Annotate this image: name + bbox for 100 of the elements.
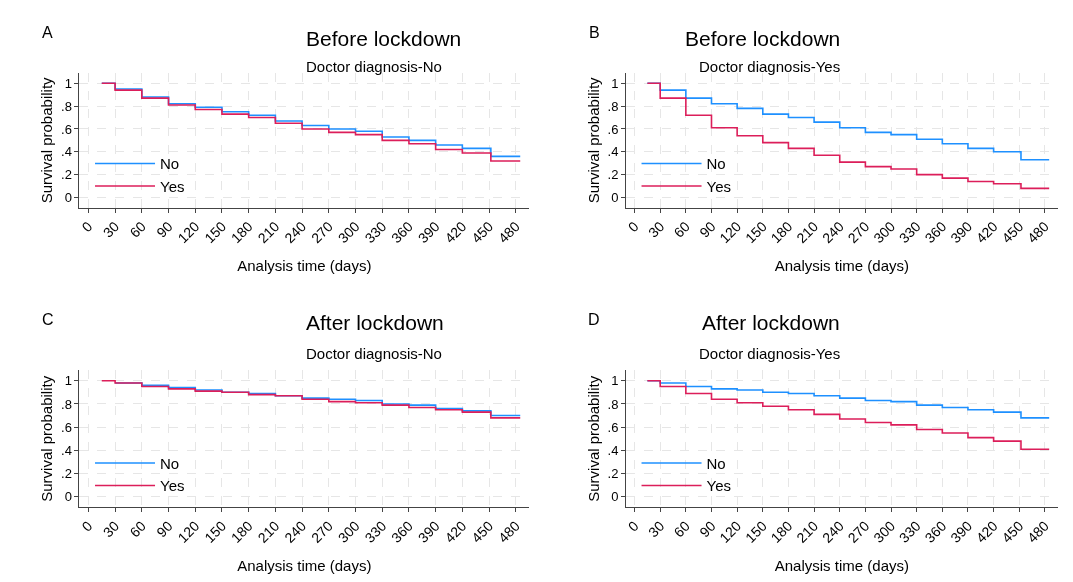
x-tick-label: 450 bbox=[998, 517, 1027, 546]
text: B bbox=[589, 24, 600, 41]
text: C bbox=[42, 311, 54, 328]
legend-label: No bbox=[706, 155, 726, 173]
y-tick-label: 0 bbox=[64, 190, 72, 206]
y-tick-label: 0 bbox=[64, 489, 72, 505]
legend-label: No bbox=[160, 155, 180, 173]
chart-subtitle: Doctor diagnosis-No bbox=[306, 345, 442, 362]
y-tick-label: 0 bbox=[611, 489, 619, 505]
x-axis-title: Analysis time (days) bbox=[237, 556, 372, 574]
y-tick-label: .8 bbox=[61, 98, 72, 114]
x-tick-label: 330 bbox=[361, 218, 390, 247]
y-tick-label: .2 bbox=[607, 167, 619, 183]
y-tick-label: 1 bbox=[64, 373, 72, 389]
x-tick-label: 60 bbox=[126, 517, 150, 541]
y-tick-label: 1 bbox=[611, 373, 619, 389]
text: D bbox=[588, 311, 600, 328]
x-tick-label: 300 bbox=[334, 517, 363, 546]
legend-label: No bbox=[160, 454, 180, 472]
chart-title: After lockdown bbox=[702, 311, 840, 334]
x-tick-label: 90 bbox=[696, 517, 719, 541]
x-tick-label: 480 bbox=[1024, 218, 1053, 247]
y-tick-label: .6 bbox=[607, 121, 619, 137]
x-tick-label: 270 bbox=[308, 218, 337, 247]
x-tick-label: 0 bbox=[78, 218, 96, 236]
x-axis-title: Analysis time (days) bbox=[774, 257, 909, 275]
y-tick-label: .2 bbox=[61, 466, 72, 482]
x-tick-label: 120 bbox=[174, 517, 203, 546]
y-tick-label: .2 bbox=[61, 167, 72, 183]
x-tick-label: 90 bbox=[153, 218, 176, 241]
y-tick-label: .8 bbox=[607, 396, 619, 412]
x-tick-label: 120 bbox=[716, 218, 745, 247]
y-tick-label: 0 bbox=[611, 190, 619, 206]
y-tick-label: .2 bbox=[607, 466, 619, 482]
y-tick-label: .4 bbox=[607, 442, 619, 458]
x-tick-label: 60 bbox=[670, 517, 694, 541]
x-tick-label: 30 bbox=[644, 517, 668, 541]
x-tick-label: 90 bbox=[153, 517, 176, 541]
text: A bbox=[42, 24, 53, 41]
y-axis-title: Survival probability bbox=[38, 76, 56, 204]
chart-title: After lockdown bbox=[306, 311, 444, 334]
x-tick-label: 150 bbox=[201, 218, 230, 247]
x-tick-label: 0 bbox=[624, 517, 642, 535]
x-axis-title: Analysis time (days) bbox=[237, 257, 372, 275]
x-tick-label: 300 bbox=[334, 218, 363, 247]
x-tick-label: 480 bbox=[495, 218, 523, 247]
y-tick-label: .6 bbox=[61, 419, 72, 435]
x-tick-label: 150 bbox=[201, 517, 230, 546]
y-axis-title: Survival probability bbox=[584, 375, 602, 502]
y-axis-title: Survival probability bbox=[584, 76, 602, 204]
y-tick-label: .4 bbox=[61, 144, 72, 160]
legend-label: No bbox=[706, 454, 726, 472]
x-tick-label: 420 bbox=[441, 218, 470, 247]
x-tick-label: 210 bbox=[254, 517, 283, 546]
legend-label: Yes bbox=[706, 477, 732, 495]
x-tick-label: 0 bbox=[78, 517, 96, 535]
x-tick-label: 360 bbox=[388, 517, 417, 546]
x-tick-label: 390 bbox=[414, 218, 443, 247]
chart-subtitle: Doctor diagnosis-No bbox=[306, 58, 442, 75]
x-tick-label: 270 bbox=[308, 517, 337, 546]
x-tick-label: 60 bbox=[670, 218, 694, 241]
x-tick-label: 240 bbox=[281, 517, 310, 546]
x-tick-label: 30 bbox=[99, 218, 123, 241]
y-tick-label: .4 bbox=[607, 144, 619, 160]
x-tick-label: 0 bbox=[624, 218, 642, 236]
y-tick-label: .4 bbox=[61, 442, 72, 458]
x-tick-label: 480 bbox=[495, 517, 523, 546]
legend-label: Yes bbox=[160, 477, 185, 495]
x-axis-title: Analysis time (days) bbox=[774, 556, 909, 574]
x-tick-label: 330 bbox=[361, 517, 390, 546]
y-tick-label: 1 bbox=[611, 75, 619, 91]
chart-subtitle: Doctor diagnosis-Yes bbox=[699, 58, 841, 75]
x-tick-label: 120 bbox=[174, 218, 203, 247]
x-tick-label: 30 bbox=[644, 218, 668, 241]
x-tick-label: 390 bbox=[414, 517, 443, 546]
y-tick-label: .8 bbox=[607, 98, 619, 114]
chart-subtitle: Doctor diagnosis-Yes bbox=[699, 345, 841, 362]
x-tick-label: 180 bbox=[227, 517, 256, 546]
x-tick-label: 30 bbox=[99, 517, 123, 541]
x-tick-label: 90 bbox=[696, 218, 719, 241]
x-tick-label: 480 bbox=[1024, 517, 1053, 546]
x-tick-label: 60 bbox=[126, 218, 150, 241]
x-tick-label: 270 bbox=[844, 218, 873, 247]
legend-label: Yes bbox=[160, 177, 185, 195]
chart-title: Before lockdown bbox=[685, 27, 841, 50]
x-tick-label: 360 bbox=[921, 218, 950, 247]
chart-title: Before lockdown bbox=[306, 27, 462, 50]
x-tick-label: 360 bbox=[388, 218, 417, 247]
x-tick-label: 270 bbox=[844, 517, 873, 546]
legend-label: Yes bbox=[706, 177, 732, 195]
y-tick-label: .8 bbox=[61, 396, 72, 412]
x-tick-label: 210 bbox=[254, 218, 283, 247]
x-tick-label: 240 bbox=[281, 218, 310, 247]
x-tick-label: 360 bbox=[921, 517, 950, 546]
x-tick-label: 450 bbox=[998, 218, 1027, 247]
x-tick-label: 180 bbox=[227, 218, 256, 247]
x-tick-label: 420 bbox=[441, 517, 470, 546]
x-tick-label: 450 bbox=[468, 517, 497, 546]
y-tick-label: .6 bbox=[61, 121, 72, 137]
x-tick-label: 120 bbox=[716, 517, 745, 546]
